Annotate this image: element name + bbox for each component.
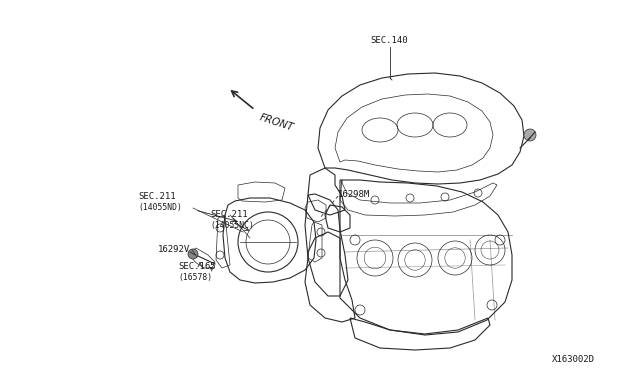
Text: SEC.211: SEC.211: [138, 192, 175, 201]
Circle shape: [188, 249, 198, 259]
Circle shape: [524, 129, 536, 141]
Text: 16298M: 16298M: [338, 190, 371, 199]
Text: (14055NC): (14055NC): [210, 221, 254, 230]
Text: 16292V: 16292V: [158, 245, 190, 254]
Text: SEC.140: SEC.140: [370, 36, 408, 45]
Text: SEC.211: SEC.211: [210, 210, 248, 219]
Text: SEC.165: SEC.165: [178, 262, 216, 271]
Text: FRONT: FRONT: [258, 112, 295, 132]
Text: (14055ND): (14055ND): [138, 203, 182, 212]
Text: (16578): (16578): [178, 273, 212, 282]
Text: X163002D: X163002D: [552, 355, 595, 364]
